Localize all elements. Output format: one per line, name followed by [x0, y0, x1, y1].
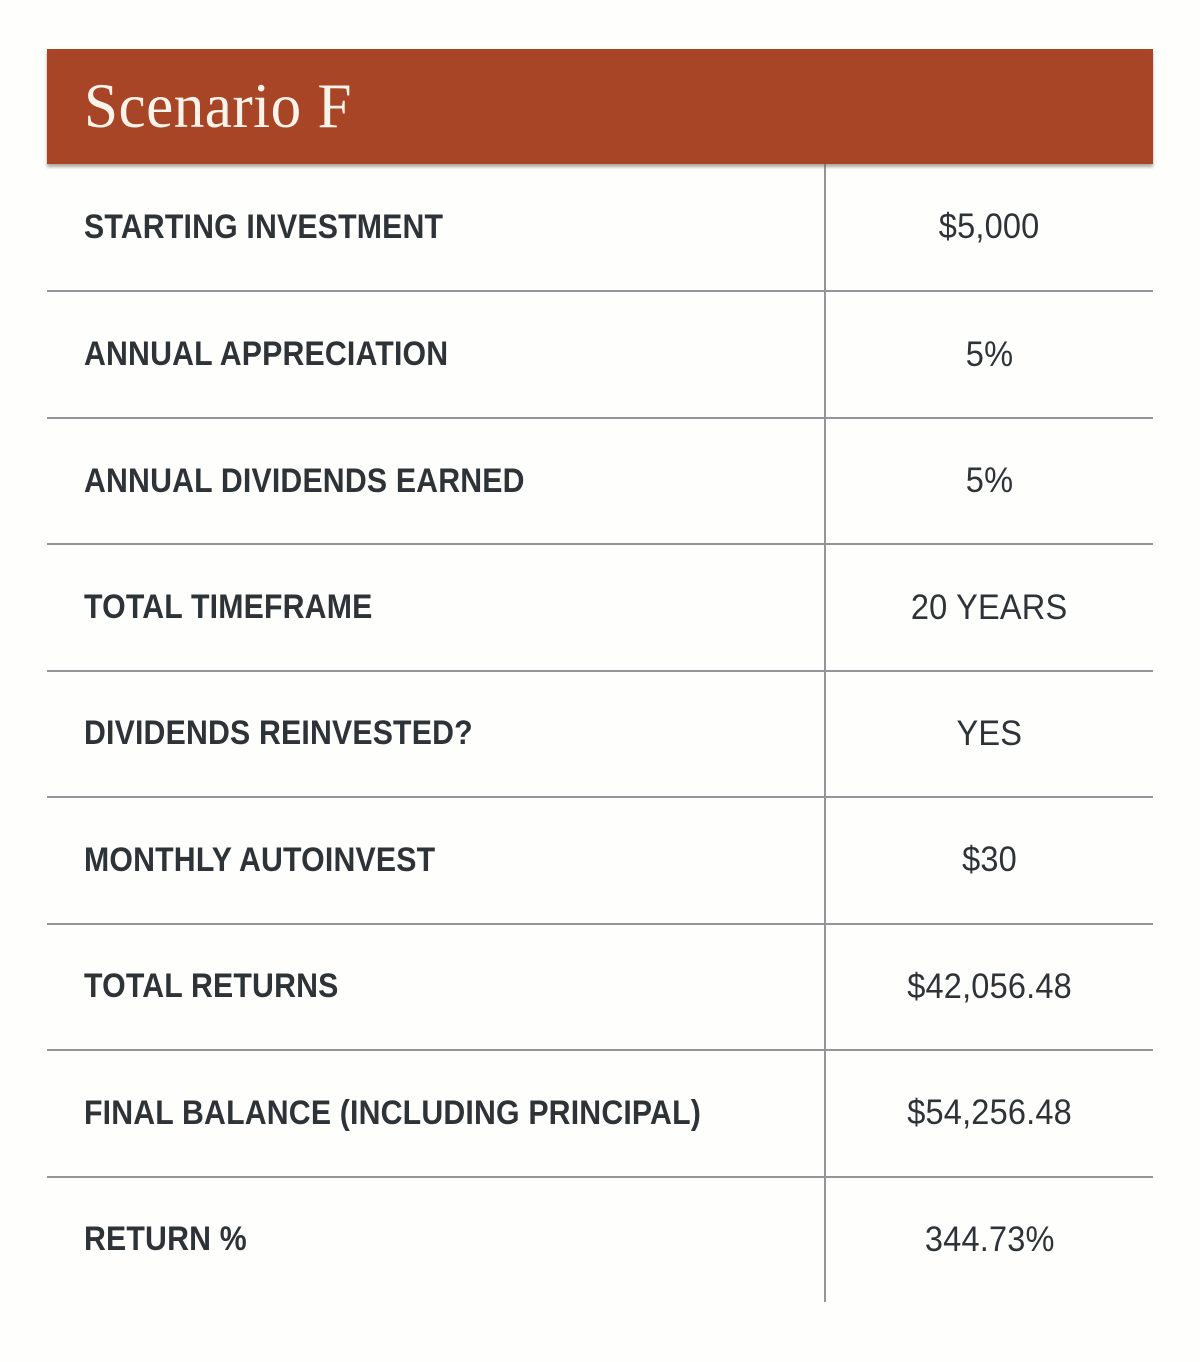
table-title: Scenario F [84, 71, 352, 141]
table-row-annual-appreciation: ANNUAL APPRECIATION 5% [47, 290, 1153, 417]
row-label-cell: MONTHLY AUTOINVEST [47, 798, 826, 923]
table-row-starting-investment: STARTING INVESTMENT $5,000 [47, 164, 1153, 291]
row-label-cell: FINAL BALANCE (INCLUDING PRINCIPAL) [47, 1051, 826, 1176]
row-label-cell: RETURN % [47, 1177, 826, 1302]
row-value-cell: 5% [826, 292, 1153, 416]
row-value: 344.73% [924, 1219, 1055, 1259]
row-value-cell: $30 [826, 798, 1153, 922]
row-label-cell: STARTING INVESTMENT [47, 164, 826, 291]
table-row-final-balance: FINAL BALANCE (INCLUDING PRINCIPAL) $54,… [47, 1049, 1153, 1176]
table-row-monthly-autoinvest: MONTHLY AUTOINVEST $30 [47, 796, 1153, 923]
table-header: Scenario F [47, 49, 1153, 164]
row-label-cell: DIVIDENDS REINVESTED? [47, 671, 826, 797]
row-label-cell: TOTAL RETURNS [47, 924, 826, 1050]
row-value: $42,056.48 [907, 966, 1072, 1006]
row-label: MONTHLY AUTOINVEST [84, 840, 436, 879]
row-label: ANNUAL DIVIDENDS EARNED [84, 461, 525, 500]
row-label: STARTING INVESTMENT [84, 207, 444, 246]
row-value: YES [956, 713, 1023, 753]
row-label-cell: ANNUAL APPRECIATION [47, 292, 826, 417]
table-row-annual-dividends-earned: ANNUAL DIVIDENDS EARNED 5% [47, 416, 1153, 544]
row-label: ANNUAL APPRECIATION [84, 335, 449, 374]
row-label-cell: TOTAL TIMEFRAME [47, 545, 826, 670]
row-value-cell: $54,256.48 [826, 1051, 1153, 1175]
table-row-total-returns: TOTAL RETURNS $42,056.48 [47, 922, 1153, 1050]
scenario-table: Scenario F STARTING INVESTMENT $5,000 AN… [47, 49, 1153, 1302]
row-value: $54,256.48 [907, 1093, 1072, 1133]
row-value: $30 [962, 840, 1017, 880]
row-value-cell: $42,056.48 [826, 925, 1153, 1049]
row-value-cell: 5% [826, 419, 1153, 543]
row-value-cell: $5,000 [826, 164, 1153, 290]
row-value-cell: 20 YEARS [826, 545, 1153, 669]
row-value-cell: YES [826, 672, 1153, 796]
row-label: TOTAL RETURNS [84, 967, 339, 1006]
row-label: TOTAL TIMEFRAME [84, 588, 373, 627]
row-value: 5% [965, 334, 1014, 374]
row-label: RETURN % [84, 1220, 247, 1259]
table-body: STARTING INVESTMENT $5,000 ANNUAL APPREC… [47, 164, 1153, 1302]
row-value-cell: 344.73% [826, 1178, 1153, 1302]
table-row-return-percent: RETURN % 344.73% [47, 1175, 1153, 1302]
row-value: 5% [965, 461, 1014, 501]
row-label: DIVIDENDS REINVESTED? [84, 714, 473, 753]
row-value: $5,000 [939, 207, 1040, 247]
table-row-total-timeframe: TOTAL TIMEFRAME 20 YEARS [47, 543, 1153, 670]
row-label-cell: ANNUAL DIVIDENDS EARNED [47, 418, 826, 544]
row-value: 20 YEARS [911, 587, 1068, 627]
row-label: FINAL BALANCE (INCLUDING PRINCIPAL) [84, 1093, 702, 1132]
table-row-dividends-reinvested: DIVIDENDS REINVESTED? YES [47, 669, 1153, 797]
